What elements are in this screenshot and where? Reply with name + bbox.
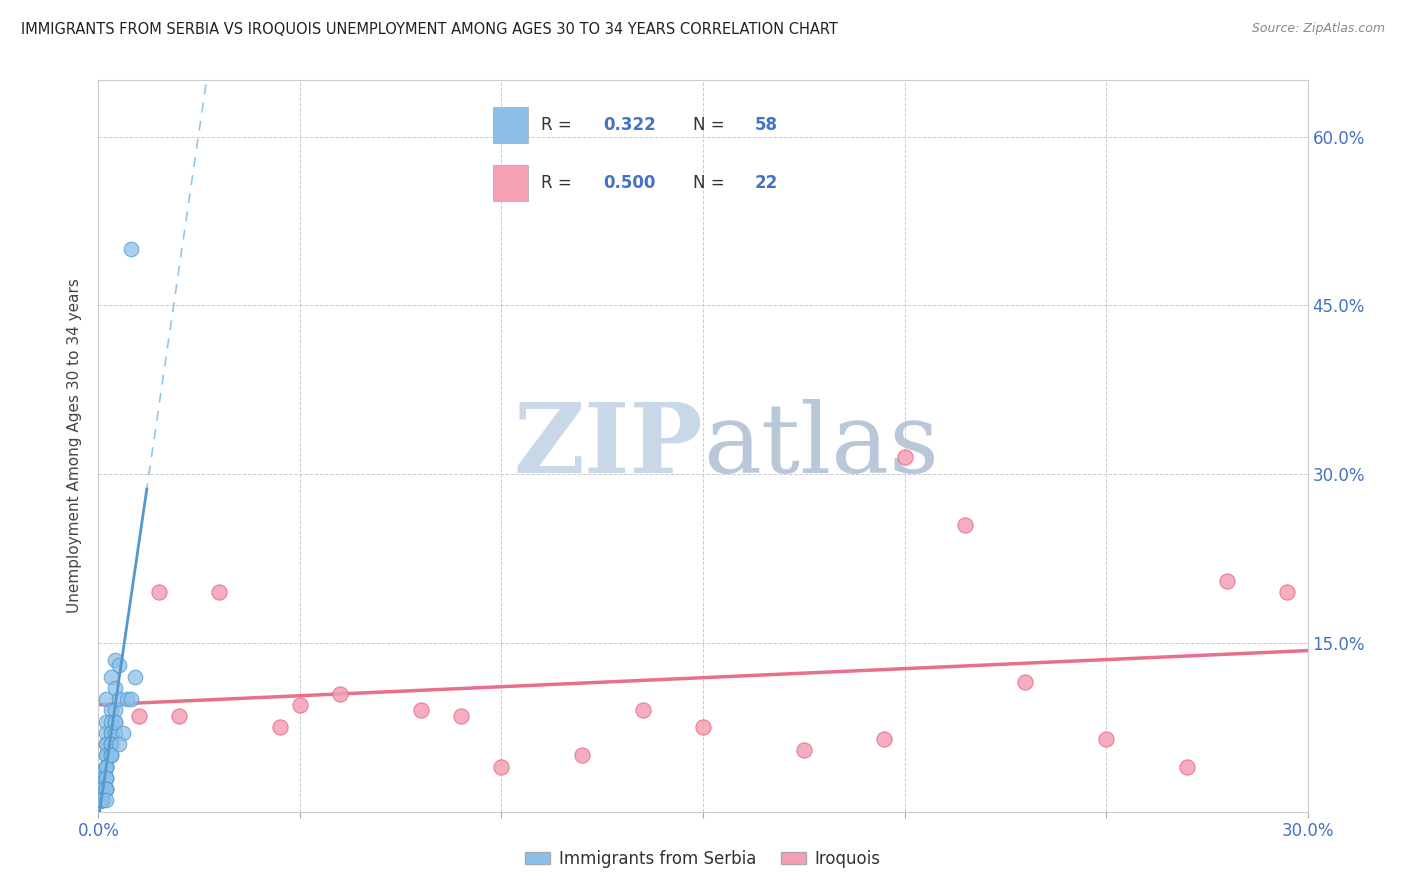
Point <box>96 726 118 740</box>
Point <box>91 782 114 797</box>
Point <box>571 748 593 763</box>
Point <box>1095 731 1118 746</box>
Point <box>167 709 190 723</box>
Point <box>96 714 118 729</box>
Point <box>100 703 122 717</box>
Point <box>96 782 118 797</box>
Point <box>91 793 114 807</box>
Point <box>103 681 125 695</box>
Point <box>91 793 114 807</box>
Point <box>107 737 129 751</box>
Point <box>1014 675 1036 690</box>
Point <box>91 771 114 785</box>
Point <box>91 793 114 807</box>
Point <box>107 692 129 706</box>
Point <box>91 782 114 797</box>
Point <box>96 771 118 785</box>
Point <box>91 771 114 785</box>
Point <box>269 720 291 734</box>
Point <box>631 703 654 717</box>
Point <box>115 692 138 706</box>
Point <box>893 450 915 465</box>
Point <box>873 731 896 746</box>
Text: atlas: atlas <box>703 399 939 493</box>
Point <box>103 703 125 717</box>
Point <box>96 737 118 751</box>
Point <box>329 687 352 701</box>
Point <box>96 760 118 774</box>
Point <box>124 670 146 684</box>
Point <box>96 692 118 706</box>
Point <box>100 748 122 763</box>
Point <box>96 760 118 774</box>
Point <box>107 658 129 673</box>
Point <box>100 737 122 751</box>
Point <box>96 748 118 763</box>
Point <box>91 793 114 807</box>
Point <box>91 793 114 807</box>
Text: Source: ZipAtlas.com: Source: ZipAtlas.com <box>1251 22 1385 36</box>
Text: ZIP: ZIP <box>513 399 703 493</box>
Point <box>96 782 118 797</box>
Point <box>103 653 125 667</box>
Point <box>100 726 122 740</box>
Point <box>96 748 118 763</box>
Point <box>100 714 122 729</box>
Point <box>96 793 118 807</box>
Point <box>100 737 122 751</box>
Point <box>128 709 150 723</box>
Point <box>96 782 118 797</box>
Point <box>91 782 114 797</box>
Legend: Immigrants from Serbia, Iroquois: Immigrants from Serbia, Iroquois <box>519 844 887 875</box>
Point <box>100 748 122 763</box>
Point <box>100 726 122 740</box>
Point <box>96 771 118 785</box>
Point <box>409 703 432 717</box>
Point <box>953 517 976 532</box>
Point <box>111 726 134 740</box>
Point <box>91 793 114 807</box>
Point <box>96 737 118 751</box>
Point <box>120 242 142 256</box>
Point <box>1277 585 1299 599</box>
Point <box>208 585 231 599</box>
Point <box>288 698 311 712</box>
Point <box>692 720 714 734</box>
Point <box>96 782 118 797</box>
Point <box>793 743 815 757</box>
Y-axis label: Unemployment Among Ages 30 to 34 years: Unemployment Among Ages 30 to 34 years <box>67 278 83 614</box>
Point <box>100 748 122 763</box>
Point <box>91 782 114 797</box>
Point <box>450 709 472 723</box>
Point <box>96 760 118 774</box>
Point <box>148 585 170 599</box>
Point <box>96 760 118 774</box>
Point <box>96 771 118 785</box>
Point <box>1175 760 1198 774</box>
Point <box>120 692 142 706</box>
Point <box>103 714 125 729</box>
Point <box>100 670 122 684</box>
Point <box>103 714 125 729</box>
Point <box>100 737 122 751</box>
Point <box>1216 574 1239 588</box>
Point <box>91 782 114 797</box>
Point <box>91 793 114 807</box>
Point <box>103 726 125 740</box>
Point <box>491 760 513 774</box>
Text: IMMIGRANTS FROM SERBIA VS IROQUOIS UNEMPLOYMENT AMONG AGES 30 TO 34 YEARS CORREL: IMMIGRANTS FROM SERBIA VS IROQUOIS UNEMP… <box>21 22 838 37</box>
